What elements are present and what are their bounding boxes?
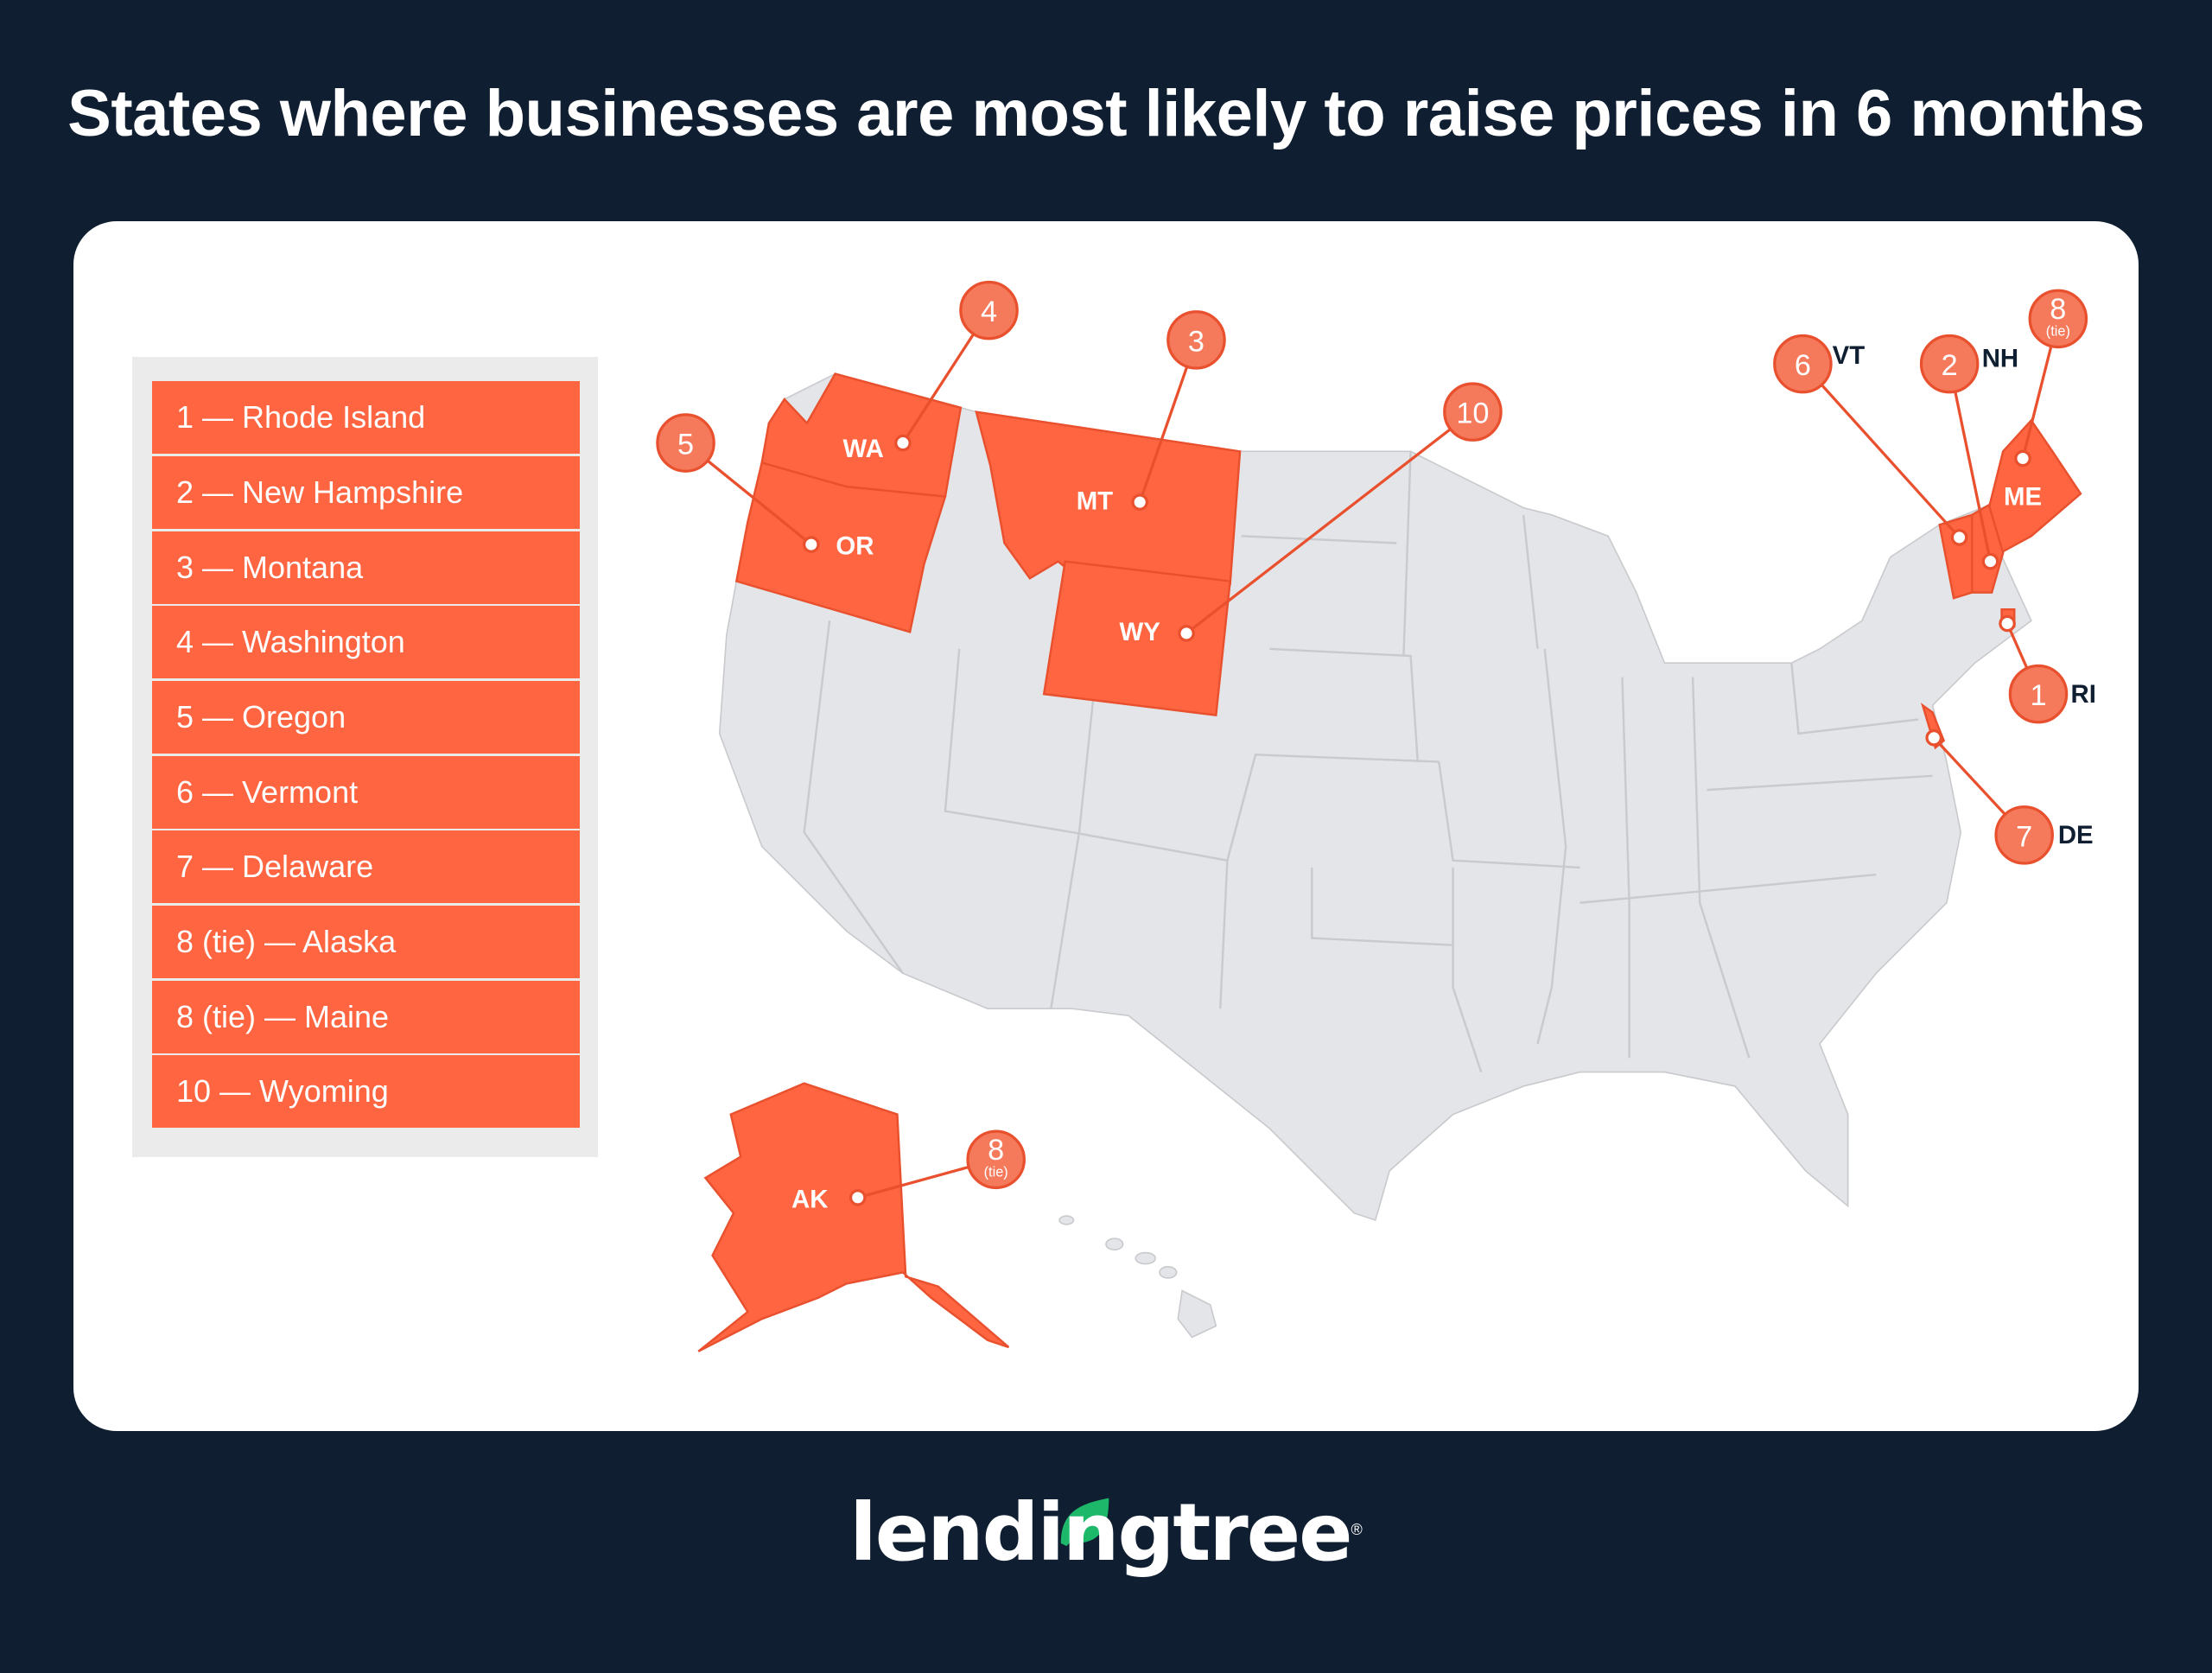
rank-badge-mt: 3 (1188, 325, 1205, 358)
state-label-de: DE (2058, 821, 2094, 849)
rank-badge-ak: 8 (988, 1134, 1004, 1167)
legend-item: 10 — Wyoming (152, 1055, 580, 1128)
state-label-ak: AK (791, 1185, 828, 1213)
logo-wordmark: lendingtree (849, 1486, 1352, 1579)
state-oregon (734, 461, 947, 633)
legend-item: 8 (tie) — Alaska (152, 906, 580, 978)
state-label-wy: WY (1120, 618, 1161, 646)
state-label-me: ME (2004, 482, 2042, 511)
us-base-shape (718, 372, 2082, 1222)
rank-badge-vt: 6 (1795, 349, 1811, 382)
state-label-ri: RI (2071, 680, 2096, 709)
legend-item: 1 — Rhode Island (152, 381, 580, 454)
state-wyoming (1042, 560, 1231, 716)
state-markers (803, 434, 2031, 1206)
state-maine (1987, 418, 2082, 555)
ranking-legend: 1 — Rhode Island 2 — New Hampshire 3 — M… (132, 357, 598, 1157)
rank-badge-nh: 2 (1942, 349, 1958, 382)
lendingtree-logo: lendingtree® (0, 1486, 2212, 1579)
rank-badge-ri: 1 (2030, 679, 2046, 712)
rank-badge-wa: 4 (981, 296, 997, 328)
rank-badge-or: 5 (677, 429, 694, 461)
state-label-or: OR (836, 532, 874, 561)
state-label-vt: VT (1833, 341, 1866, 370)
legend-item: 3 — Montana (152, 531, 580, 604)
rank-badge-de: 7 (2016, 820, 2032, 853)
legend-item: 4 — Washington (152, 606, 580, 678)
rank-badge-ak-tie: (tie) (984, 1164, 1008, 1180)
state-label-mt: MT (1077, 487, 1113, 515)
state-label-wa: WA (843, 435, 884, 463)
registered-mark: ® (1351, 1521, 1363, 1538)
rank-badge-me-tie: (tie) (2046, 324, 2070, 340)
state-label-nh: NH (1982, 344, 2018, 372)
legend-item: 7 — Delaware (152, 830, 580, 903)
legend-item: 6 — Vermont (152, 756, 580, 829)
state-borders (803, 451, 1933, 1072)
leaf-icon (1060, 1498, 1109, 1547)
state-hawaii (1058, 1215, 1217, 1339)
state-montana (975, 410, 1242, 586)
page-title: States where businesses are most likely … (67, 77, 2145, 150)
rank-badges (656, 280, 2088, 1190)
state-alaska (697, 1082, 1010, 1352)
legend-item: 5 — Oregon (152, 681, 580, 754)
legend-item: 2 — New Hampshire (152, 456, 580, 529)
rank-badge-me: 8 (2050, 293, 2066, 326)
legend-item: 8 (tie) — Maine (152, 981, 580, 1053)
rank-badge-wy: 10 (1456, 398, 1489, 430)
